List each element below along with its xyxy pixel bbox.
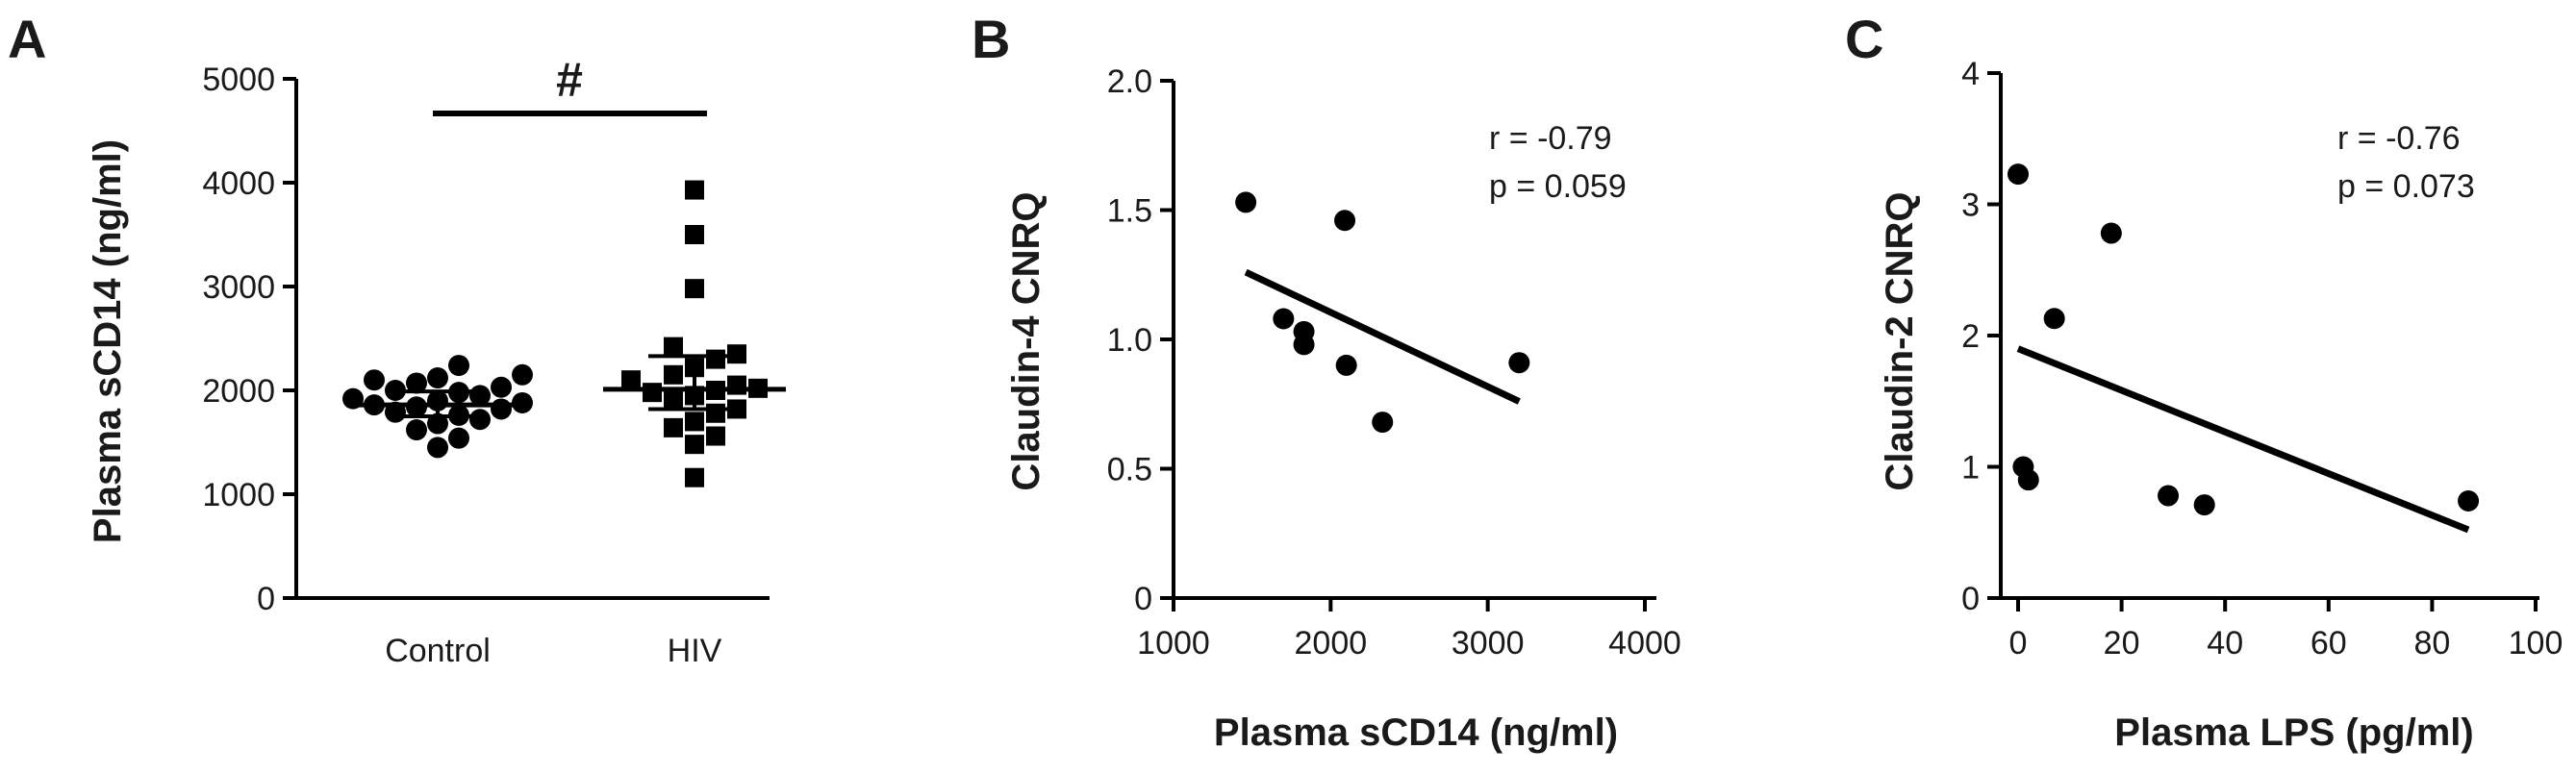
control-point	[448, 427, 469, 449]
control-point	[364, 369, 385, 391]
panel-a-y-tick-label: 4000	[202, 165, 275, 202]
panel-c-x-tick-label: 60	[2311, 625, 2347, 662]
control-point	[406, 372, 427, 394]
data-point	[1335, 354, 1357, 376]
data-point	[1372, 412, 1394, 434]
panel-a-y-axis-label: Plasma sCD14 (ng/ml)	[87, 139, 129, 543]
hiv-point	[664, 337, 683, 357]
panel-a: A Plasma sCD14 (ng/ml) 0 1000 2000 3000 4000…	[8, 9, 786, 669]
panel-b-x-tick-label: 1000	[1137, 625, 1210, 662]
panel-b-x-tick-label: 4000	[1608, 625, 1681, 662]
panel-c-y-tick-label: 0	[1961, 581, 1980, 617]
data-point	[1293, 334, 1315, 356]
regression-line	[2016, 345, 2470, 534]
panel-b-y-tick-label: 1.0	[1107, 322, 1152, 359]
panel-c-x-axis-label: Plasma LPS (pg/ml)	[2114, 712, 2473, 754]
hiv-point	[664, 390, 683, 411]
panel-b-p-value: p = 0.059	[1489, 168, 1627, 205]
regression-line	[1244, 268, 1521, 405]
data-point	[2100, 222, 2122, 244]
panel-c-r-value: r = -0.76	[2337, 120, 2461, 157]
panel-c-x-ticks: 0 20 40 60 80 100	[2009, 598, 2563, 662]
hiv-point	[685, 435, 704, 455]
panel-b-x-tick-label: 2000	[1295, 625, 1368, 662]
panel-c-y-tick-label: 2	[1961, 318, 1980, 355]
panel-b-r-value: r = -0.79	[1489, 120, 1612, 157]
hiv-point	[727, 375, 746, 395]
panel-a-y-tick-label: 2000	[202, 373, 275, 410]
panel-c-y-tick-label: 1	[1961, 450, 1980, 487]
data-point	[2158, 485, 2180, 507]
panel-c-x-tick-label: 0	[2009, 625, 2028, 662]
panel-c-y-ticks: 0 1 2 3 4	[1961, 56, 2001, 617]
control-point	[512, 363, 533, 386]
data-point	[1235, 191, 1257, 213]
hiv-point	[664, 417, 683, 437]
control-point	[427, 412, 448, 435]
data-point	[2017, 469, 2039, 491]
data-point	[2193, 494, 2215, 516]
significance-marker: #	[556, 53, 583, 107]
panel-b-y-tick-label: 1.5	[1107, 193, 1152, 230]
hiv-point	[685, 279, 704, 299]
control-point	[406, 419, 427, 441]
hiv-point	[706, 426, 725, 446]
data-point	[2043, 308, 2065, 330]
panel-a-x-tick-label: HIV	[668, 633, 722, 669]
control-point	[427, 437, 448, 459]
panel-b-letter: B	[972, 9, 1010, 69]
panel-b-x-tick-label: 3000	[1452, 625, 1525, 662]
panel-a-y-tick-label: 1000	[202, 477, 275, 513]
panel-a-letter: A	[8, 9, 46, 69]
panel-b-x-ticks: 1000 2000 3000 4000	[1137, 598, 1681, 662]
panel-c-x-tick-label: 80	[2413, 625, 2450, 662]
panel-b-y-tick-label: 0	[1134, 581, 1152, 617]
panel-c-x-tick-label: 40	[2207, 625, 2243, 662]
data-point	[2008, 163, 2029, 186]
data-point	[1508, 352, 1530, 374]
data-point	[1334, 210, 1356, 232]
hiv-point	[643, 383, 662, 403]
hiv-point	[706, 403, 725, 423]
panel-c: C Claudin-2 CNRQ Plasma LPS (pg/ml) 0 1 2 3…	[1845, 9, 2563, 754]
hiv-point	[706, 349, 725, 369]
panel-c-plot	[2008, 163, 2480, 534]
panel-b-y-axis-label: Claudin-4 CNRQ	[1005, 191, 1048, 490]
panel-b-plot	[1235, 191, 1530, 434]
hiv-point	[685, 412, 704, 432]
panel-a-y-tick-label: 0	[257, 581, 275, 617]
control-point	[469, 409, 491, 431]
panel-a-y-tick-label: 3000	[202, 269, 275, 306]
hiv-point	[621, 370, 641, 390]
panel-c-p-value: p = 0.073	[2337, 168, 2475, 205]
control-point	[491, 376, 512, 398]
control-point	[427, 367, 448, 389]
control-point	[448, 355, 469, 377]
panel-c-y-tick-label: 3	[1961, 187, 1980, 224]
panel-b-y-ticks: 0 0.5 1.0 1.5 2.0	[1107, 63, 1174, 617]
panel-b-x-axis-label: Plasma sCD14 (ng/ml)	[1214, 712, 1618, 754]
hiv-point	[727, 344, 746, 364]
panel-b: B Claudin-4 CNRQ Plasma sCD14 (ng/ml) 00…	[972, 9, 1681, 754]
panel-b-y-tick-label: 0.5	[1107, 452, 1152, 488]
panel-c-y-axis-label: Claudin-2 CNRQ	[1879, 191, 1921, 490]
hiv-point	[685, 180, 704, 200]
panel-a-y-ticks: 0 1000 2000 3000 4000 5000	[202, 62, 296, 617]
panel-c-y-tick-label: 4	[1961, 56, 1980, 92]
control-point	[491, 398, 512, 420]
panel-b-y-tick-label: 2.0	[1107, 63, 1152, 100]
panel-c-letter: C	[1845, 9, 1883, 69]
panel-c-x-tick-label: 100	[2509, 625, 2563, 662]
data-point	[1273, 308, 1295, 330]
panel-a-x-tick-label: Control	[385, 633, 491, 669]
data-point	[2458, 489, 2480, 512]
panel-a-points	[342, 180, 786, 487]
hiv-point	[685, 225, 704, 244]
panel-a-y-tick-label: 5000	[202, 62, 275, 98]
hiv-point	[685, 467, 704, 487]
panel-c-x-tick-label: 20	[2104, 625, 2140, 662]
hiv-point	[664, 364, 683, 385]
